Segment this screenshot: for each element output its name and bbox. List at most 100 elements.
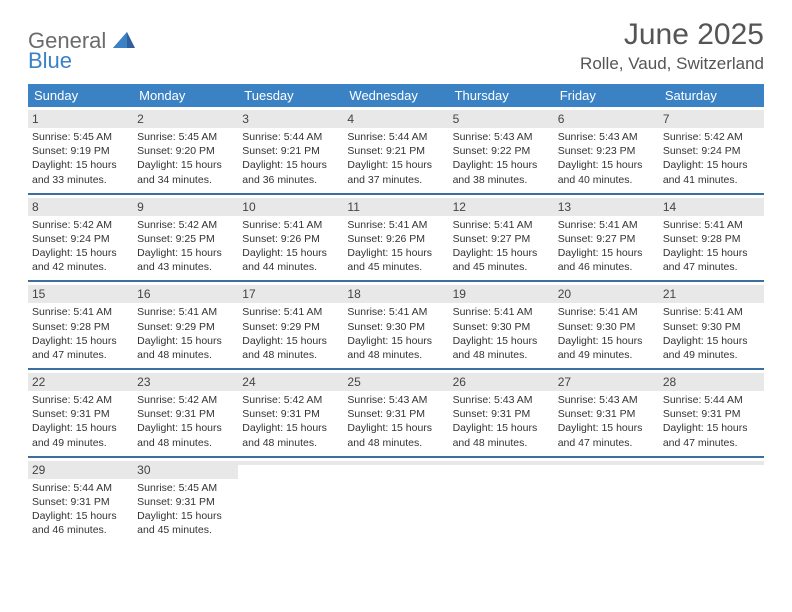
day-details: Sunrise: 5:43 AMSunset: 9:31 PMDaylight:… [558,393,655,450]
day-number: 20 [554,285,659,303]
day-cell: 28 Sunrise: 5:44 AMSunset: 9:31 PMDayligh… [659,370,764,456]
day-cell [343,458,448,544]
dow-wednesday: Wednesday [343,84,448,107]
day-details: Sunrise: 5:41 AMSunset: 9:28 PMDaylight:… [32,305,129,362]
calendar: Sunday Monday Tuesday Wednesday Thursday… [28,84,764,543]
day-number: 8 [28,198,133,216]
day-details: Sunrise: 5:41 AMSunset: 9:26 PMDaylight:… [242,218,339,275]
day-cell: 8 Sunrise: 5:42 AMSunset: 9:24 PMDaylight… [28,195,133,281]
day-cell: 12Sunrise: 5:41 AMSunset: 9:27 PMDayligh… [449,195,554,281]
day-number: 9 [133,198,238,216]
day-details: Sunrise: 5:42 AMSunset: 9:31 PMDaylight:… [242,393,339,450]
day-number: 4 [343,110,448,128]
dow-sunday: Sunday [28,84,133,107]
day-number: 19 [449,285,554,303]
day-details: Sunrise: 5:41 AMSunset: 9:30 PMDaylight:… [453,305,550,362]
dow-tuesday: Tuesday [238,84,343,107]
week-row: 29 Sunrise: 5:44 AMSunset: 9:31 PMDayligh… [28,458,764,544]
day-details: Sunrise: 5:45 AMSunset: 9:19 PMDaylight:… [32,130,129,187]
day-number: 14 [659,198,764,216]
week-row: 22Sunrise: 5:42 AMSunset: 9:31 PMDayligh… [28,370,764,458]
day-number: 28 [659,373,764,391]
day-cell: 22Sunrise: 5:42 AMSunset: 9:31 PMDayligh… [28,370,133,456]
day-cell: 23Sunrise: 5:42 AMSunset: 9:31 PMDayligh… [133,370,238,456]
day-cell: 24 Sunrise: 5:42 AMSunset: 9:31 PMDayligh… [238,370,343,456]
day-cell: 4 Sunrise: 5:44 AMSunset: 9:21 PMDaylight… [343,107,448,193]
day-cell: 30 Sunrise: 5:45 AMSunset: 9:31 PMDayligh… [133,458,238,544]
day-number [659,461,764,465]
title-block: June 2025 Rolle, Vaud, Switzerland [580,18,764,74]
day-cell: 14 Sunrise: 5:41 AMSunset: 9:28 PMDayligh… [659,195,764,281]
day-cell: 16Sunrise: 5:41 AMSunset: 9:29 PMDayligh… [133,282,238,368]
day-number: 30 [133,461,238,479]
logo-word2: Blue [28,48,72,74]
day-cell: 2 Sunrise: 5:45 AMSunset: 9:20 PMDaylight… [133,107,238,193]
day-details: Sunrise: 5:43 AMSunset: 9:31 PMDaylight:… [347,393,444,450]
day-cell: 1Sunrise: 5:45 AMSunset: 9:19 PMDaylight… [28,107,133,193]
day-number: 10 [238,198,343,216]
day-details: Sunrise: 5:42 AMSunset: 9:24 PMDaylight:… [663,130,760,187]
day-details: Sunrise: 5:42 AMSunset: 9:31 PMDaylight:… [137,393,234,450]
day-details: Sunrise: 5:45 AMSunset: 9:20 PMDaylight:… [137,130,234,187]
day-details: Sunrise: 5:41 AMSunset: 9:30 PMDaylight:… [663,305,760,362]
day-details: Sunrise: 5:41 AMSunset: 9:28 PMDaylight:… [663,218,760,275]
day-number: 2 [133,110,238,128]
week-row: 1Sunrise: 5:45 AMSunset: 9:19 PMDaylight… [28,107,764,195]
day-details: Sunrise: 5:44 AMSunset: 9:31 PMDaylight:… [663,393,760,450]
day-details: Sunrise: 5:42 AMSunset: 9:24 PMDaylight:… [32,218,129,275]
day-details: Sunrise: 5:43 AMSunset: 9:23 PMDaylight:… [558,130,655,187]
day-details: Sunrise: 5:41 AMSunset: 9:26 PMDaylight:… [347,218,444,275]
day-number: 18 [343,285,448,303]
location: Rolle, Vaud, Switzerland [580,54,764,74]
day-cell: 3Sunrise: 5:44 AMSunset: 9:21 PMDaylight… [238,107,343,193]
day-cell: 18 Sunrise: 5:41 AMSunset: 9:30 PMDayligh… [343,282,448,368]
day-details: Sunrise: 5:41 AMSunset: 9:30 PMDaylight:… [558,305,655,362]
day-cell [659,458,764,544]
day-cell: 20 Sunrise: 5:41 AMSunset: 9:30 PMDayligh… [554,282,659,368]
day-details: Sunrise: 5:43 AMSunset: 9:22 PMDaylight:… [453,130,550,187]
day-cell: 11 Sunrise: 5:41 AMSunset: 9:26 PMDayligh… [343,195,448,281]
day-details: Sunrise: 5:41 AMSunset: 9:30 PMDaylight:… [347,305,444,362]
logo: General Blue [28,28,135,54]
day-cell: 10 Sunrise: 5:41 AMSunset: 9:26 PMDayligh… [238,195,343,281]
dow-thursday: Thursday [449,84,554,107]
day-number: 27 [554,373,659,391]
day-details: Sunrise: 5:41 AMSunset: 9:27 PMDaylight:… [558,218,655,275]
dow-row: Sunday Monday Tuesday Wednesday Thursday… [28,84,764,107]
month-title: June 2025 [580,18,764,52]
day-cell: 29 Sunrise: 5:44 AMSunset: 9:31 PMDayligh… [28,458,133,544]
day-cell: 13 Sunrise: 5:41 AMSunset: 9:27 PMDayligh… [554,195,659,281]
dow-friday: Friday [554,84,659,107]
day-number: 6 [554,110,659,128]
day-number: 24 [238,373,343,391]
day-details: Sunrise: 5:43 AMSunset: 9:31 PMDaylight:… [453,393,550,450]
day-cell [238,458,343,544]
day-number: 7 [659,110,764,128]
day-details: Sunrise: 5:41 AMSunset: 9:29 PMDaylight:… [242,305,339,362]
day-details: Sunrise: 5:45 AMSunset: 9:31 PMDaylight:… [137,481,234,538]
day-cell: 9Sunrise: 5:42 AMSunset: 9:25 PMDaylight… [133,195,238,281]
day-details: Sunrise: 5:41 AMSunset: 9:29 PMDaylight:… [137,305,234,362]
dow-saturday: Saturday [659,84,764,107]
day-cell: 15 Sunrise: 5:41 AMSunset: 9:28 PMDayligh… [28,282,133,368]
day-cell [449,458,554,544]
day-number: 11 [343,198,448,216]
day-number [238,461,343,465]
week-row: 8 Sunrise: 5:42 AMSunset: 9:24 PMDaylight… [28,195,764,283]
day-number [343,461,448,465]
day-number: 29 [28,461,133,479]
day-cell: 5Sunrise: 5:43 AMSunset: 9:22 PMDaylight… [449,107,554,193]
day-number: 15 [28,285,133,303]
week-row: 15 Sunrise: 5:41 AMSunset: 9:28 PMDayligh… [28,282,764,370]
day-number: 13 [554,198,659,216]
day-number: 26 [449,373,554,391]
day-details: Sunrise: 5:44 AMSunset: 9:21 PMDaylight:… [242,130,339,187]
day-number: 12 [449,198,554,216]
day-cell: 6 Sunrise: 5:43 AMSunset: 9:23 PMDaylight… [554,107,659,193]
day-number [554,461,659,465]
day-details: Sunrise: 5:44 AMSunset: 9:21 PMDaylight:… [347,130,444,187]
day-details: Sunrise: 5:44 AMSunset: 9:31 PMDaylight:… [32,481,129,538]
day-cell: 21 Sunrise: 5:41 AMSunset: 9:30 PMDayligh… [659,282,764,368]
day-number: 21 [659,285,764,303]
day-number: 25 [343,373,448,391]
